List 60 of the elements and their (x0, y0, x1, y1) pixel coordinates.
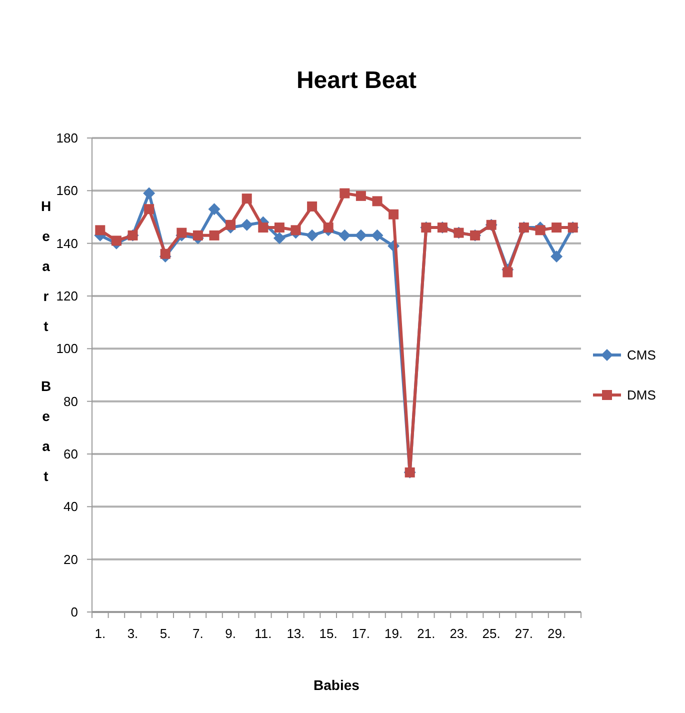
point (307, 201, 318, 212)
point (552, 222, 562, 233)
x-tick-label: 29. (548, 626, 566, 641)
point (226, 220, 236, 230)
y-tick-label: 60 (64, 446, 78, 462)
point (258, 222, 268, 233)
point (143, 187, 156, 200)
point (176, 228, 187, 238)
point (371, 229, 384, 242)
point (242, 194, 252, 204)
x-tick-label: 13. (286, 626, 305, 641)
x-tick-label: 23. (450, 626, 468, 641)
point (160, 248, 170, 259)
point (144, 204, 154, 214)
point (273, 232, 286, 244)
point (372, 196, 382, 206)
y-tick-label: 20 (64, 552, 78, 567)
x-axis-title: Babies (314, 677, 360, 693)
y-tick-label: 100 (56, 341, 78, 356)
x-tick-label: 7. (192, 626, 204, 641)
x-tick-label: 9. (225, 626, 236, 641)
y-tick-label: 140 (56, 236, 78, 251)
y-tick-label: 0 (70, 604, 78, 620)
y-tick-label: 180 (56, 130, 78, 146)
y-tick-label: 160 (56, 183, 78, 198)
x-tick-label: 11. (254, 626, 272, 641)
x-tick-label: 5. (160, 626, 171, 641)
point (502, 267, 513, 278)
legend-label: DMS (627, 388, 656, 403)
y-tick-label: 120 (56, 288, 78, 304)
point (290, 225, 301, 236)
point (209, 230, 220, 240)
x-tick-label: 17. (352, 626, 370, 641)
x-tick-label: 21. (417, 626, 436, 641)
point (354, 229, 367, 242)
x-tick-label: 19. (384, 626, 403, 641)
y-tick-label: 80 (64, 394, 78, 409)
legend-label: CMS (627, 348, 656, 363)
point (388, 209, 399, 220)
point (306, 229, 318, 242)
y-axis-title: Heart Beat (38, 198, 54, 498)
point (340, 188, 350, 198)
x-tick-label: 3. (127, 626, 138, 641)
point (111, 236, 122, 246)
x-tick-label: 25. (482, 626, 500, 641)
point (323, 222, 334, 233)
point (208, 203, 220, 216)
point (550, 250, 563, 262)
point (274, 222, 284, 233)
point (356, 190, 366, 201)
point (95, 225, 106, 236)
x-tick-label: 27. (514, 626, 533, 641)
x-tick-label: 1. (94, 626, 106, 641)
y-tick-label: 40 (64, 499, 78, 514)
x-tick-label: 15. (319, 626, 338, 641)
point (535, 225, 546, 236)
point (192, 230, 203, 240)
point (240, 218, 253, 231)
point (338, 229, 351, 242)
chart-title: Heart Beat (296, 67, 417, 94)
